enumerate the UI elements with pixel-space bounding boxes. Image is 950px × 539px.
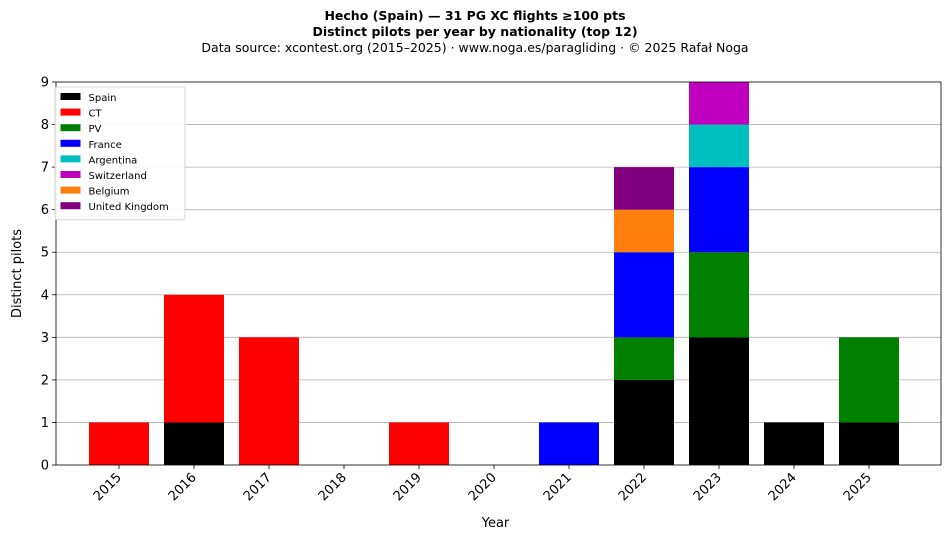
legend-swatch: [60, 155, 81, 163]
chart-source-note: Data source: xcontest.org (2015–2025) · …: [201, 40, 749, 55]
legend-label: France: [89, 140, 122, 151]
bar-segment-spain: [614, 379, 674, 465]
bar-segment-belgium: [614, 209, 674, 253]
bar-segment-pv: [689, 252, 749, 338]
legend-swatch: [60, 93, 81, 100]
y-tick-label: 9: [41, 76, 49, 91]
bar-segment-spain: [689, 337, 749, 465]
x-tick-label: 2021: [541, 470, 575, 504]
legend-label: Spain: [89, 93, 117, 104]
x-tick-label: 2025: [841, 470, 875, 504]
legend-swatch: [60, 124, 81, 132]
bar-segment-pv: [614, 337, 674, 380]
bar-segment-switzerland: [689, 82, 749, 125]
bar-segment-spain: [839, 422, 899, 465]
bar-segment-france: [614, 252, 674, 338]
y-tick-label: 2: [41, 373, 49, 388]
legend-label: PV: [89, 124, 102, 135]
bar-segment-spain: [164, 422, 224, 465]
y-axis-label: Distinct pilots: [10, 229, 25, 318]
y-tick-label: 8: [41, 118, 49, 133]
chart-title: Hecho (Spain) — 31 PG XC flights ≥100 pt…: [324, 8, 626, 23]
legend-swatch: [60, 139, 81, 147]
x-tick-label: 2019: [391, 470, 425, 504]
bar-segment-argentina: [689, 124, 749, 168]
bar-segment-spain: [764, 422, 824, 465]
bar-segment-ct: [164, 294, 224, 423]
legend-label: Switzerland: [89, 171, 147, 182]
bar-segment-france: [689, 167, 749, 253]
bar-segment-united-kingdom: [614, 167, 674, 210]
x-axis-label: Year: [481, 516, 510, 531]
x-tick-label: 2023: [691, 470, 725, 504]
legend-label: CT: [89, 109, 103, 120]
legend-swatch: [60, 202, 81, 210]
legend-label: Belgium: [89, 187, 130, 198]
x-tick-label: 2022: [616, 470, 650, 504]
legend-label: United Kingdom: [89, 202, 169, 213]
y-tick-label: 6: [41, 203, 49, 218]
bar-segment-france: [539, 422, 599, 465]
x-tick-label: 2017: [241, 470, 275, 504]
y-tick-label: 3: [41, 331, 49, 346]
legend-label: Argentina: [89, 155, 138, 166]
y-tick-label: 5: [41, 246, 49, 261]
x-tick-label: 2015: [91, 470, 125, 504]
chart-title-block: Hecho (Spain) — 31 PG XC flights ≥100 pt…: [0, 8, 950, 56]
chart-subtitle: Distinct pilots per year by nationality …: [312, 24, 638, 39]
x-tick-label: 2020: [466, 470, 500, 504]
bar-segment-pv: [839, 337, 899, 423]
x-tick-label: 2016: [166, 470, 200, 504]
bar-segment-ct: [389, 422, 449, 465]
bar-segment-ct: [239, 337, 299, 465]
x-tick-label: 2024: [766, 470, 800, 504]
y-tick-label: 1: [41, 416, 49, 431]
legend-swatch: [60, 171, 81, 178]
bar-segment-ct: [89, 422, 149, 465]
y-tick-label: 7: [41, 161, 49, 176]
legend-swatch: [60, 186, 81, 194]
y-tick-label: 4: [41, 288, 49, 303]
x-tick-label: 2018: [316, 470, 350, 504]
plot-frame: [55, 81, 942, 466]
legend-box: [54, 86, 186, 221]
legend-swatch: [60, 108, 81, 116]
y-tick-label: 0: [41, 459, 49, 474]
